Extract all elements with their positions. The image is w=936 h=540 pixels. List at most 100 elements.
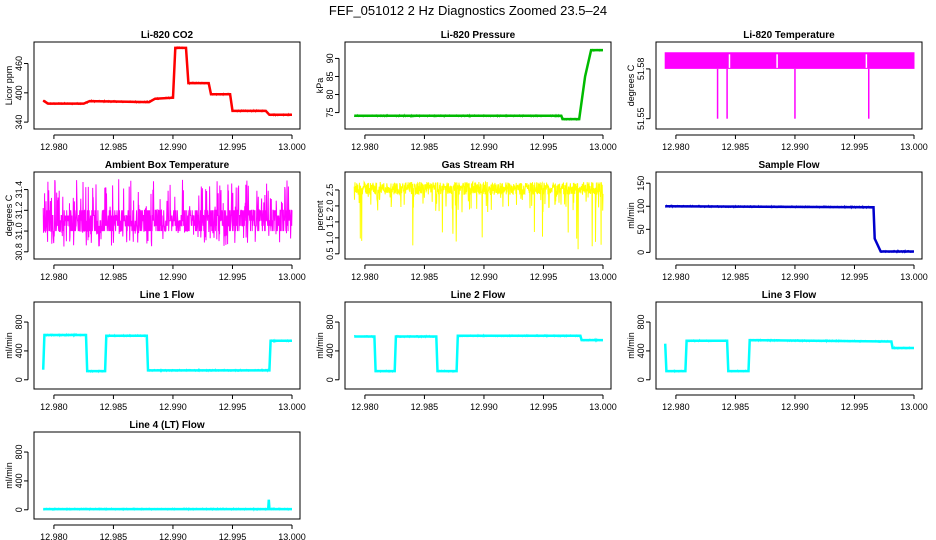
y-axis-label: ml/min <box>4 462 14 489</box>
panel-3: Ambient Box Temperature degrees C 12.980 12… <box>4 160 306 282</box>
x-tick-label: 12.990 <box>159 532 187 540</box>
panel-title: Li-820 CO2 <box>141 30 194 41</box>
x-tick-label: 12.985 <box>100 272 128 282</box>
y-tick-label: 31.2 <box>14 202 24 220</box>
y-tick-label: 90 <box>325 53 335 63</box>
y-tick-label: 80 <box>325 90 335 100</box>
data-series-line <box>354 334 603 373</box>
y-tick-label: 30.8 <box>14 243 24 261</box>
y-axis-label: kPa <box>315 78 325 94</box>
data-series-line <box>663 338 914 373</box>
panel-5: Sample Flow ml/min 12.980 12.985 12.990 12.99… <box>626 160 928 282</box>
plot-frame <box>344 301 612 390</box>
panel-title: Line 2 Flow <box>451 290 506 301</box>
x-tick-label: 12.990 <box>781 402 809 412</box>
data-series-noise <box>665 204 914 254</box>
x-tick-label: 12.990 <box>159 272 187 282</box>
y-axis-label: Licor ppm <box>4 66 14 106</box>
y-tick-label: 1.0 <box>325 232 335 245</box>
x-tick-label: 12.990 <box>159 142 187 152</box>
panel-0: Li-820 CO2 Licor ppm 12.980 12.985 12.990 12.… <box>4 30 306 152</box>
x-tick-label: 12.980 <box>351 142 379 152</box>
y-tick-label: 0 <box>14 377 24 382</box>
page-title: FEF_051012 2 Hz Diagnostics Zoomed 23.5–… <box>328 3 608 18</box>
y-axis-label: ml/min <box>315 332 325 359</box>
y-tick-label: 50 <box>636 224 646 234</box>
x-tick-label: 12.985 <box>411 142 439 152</box>
x-tick-label: 12.995 <box>530 272 558 282</box>
x-tick-label: 13.000 <box>589 402 617 412</box>
y-tick-label: 0.5 <box>325 248 335 261</box>
plot-frame <box>33 171 301 260</box>
y-tick-label: 31.4 <box>14 181 24 199</box>
y-tick-label: 85 <box>325 71 335 81</box>
panel-9: Line 4 (LT) Flow ml/min 12.980 12.985 12.990… <box>4 420 306 540</box>
x-tick-label: 12.990 <box>470 272 498 282</box>
panel-7: Line 2 Flow ml/min 12.980 12.985 12.990 12.99… <box>315 290 617 412</box>
x-tick-label: 12.985 <box>411 402 439 412</box>
x-tick-label: 12.990 <box>781 272 809 282</box>
y-axis-label: degrees C <box>4 194 14 236</box>
x-tick-label: 12.980 <box>40 532 68 540</box>
x-tick-label: 13.000 <box>589 142 617 152</box>
y-tick-label: 400 <box>14 343 24 358</box>
plot-frame <box>655 301 923 390</box>
x-tick-label: 13.000 <box>278 142 306 152</box>
x-tick-label: 12.980 <box>351 272 379 282</box>
x-tick-label: 13.000 <box>278 402 306 412</box>
panel-1: Li-820 Pressure kPa 12.980 12.985 12.990 12.9… <box>315 30 617 152</box>
x-tick-label: 12.985 <box>722 272 750 282</box>
panel-title: Li-820 Temperature <box>743 30 835 41</box>
panel-title: Li-820 Pressure <box>441 30 516 41</box>
y-tick-label: 800 <box>14 315 24 330</box>
panel-6: Line 1 Flow ml/min 12.980 12.985 12.990 12.99… <box>4 290 306 412</box>
data-series-line <box>43 499 292 511</box>
y-tick-label: 2.0 <box>325 200 335 213</box>
y-tick-label: 0 <box>14 507 24 512</box>
panel-title: Ambient Box Temperature <box>105 160 230 171</box>
y-tick-label: 0 <box>636 250 646 255</box>
data-series-line <box>665 205 914 253</box>
y-tick-label: 400 <box>14 85 24 100</box>
x-tick-label: 12.985 <box>722 402 750 412</box>
panel-8: Line 3 Flow ml/min 12.980 12.985 12.990 12.99… <box>626 290 928 412</box>
y-axis-label: ml/min <box>626 332 636 359</box>
y-tick-label: 31.0 <box>14 222 24 240</box>
y-tick-label: 400 <box>325 343 335 358</box>
y-tick-label: 150 <box>636 176 646 191</box>
y-tick-label: 800 <box>636 315 646 330</box>
data-series-noise <box>666 338 914 374</box>
panel-title: Sample Flow <box>758 160 819 171</box>
y-tick-label: 75 <box>325 108 335 118</box>
x-tick-label: 12.980 <box>351 402 379 412</box>
x-tick-label: 12.980 <box>662 142 690 152</box>
y-axis-label: ml/min <box>626 202 636 229</box>
x-tick-label: 12.985 <box>100 142 128 152</box>
x-tick-label: 12.995 <box>530 402 558 412</box>
panel-4: Gas Stream RH percent 12.980 12.985 12.990 12… <box>315 160 617 282</box>
y-tick-label: 51.55 <box>636 107 646 130</box>
x-tick-label: 12.995 <box>219 142 247 152</box>
x-tick-label: 12.995 <box>219 272 247 282</box>
panel-title: Line 3 Flow <box>762 290 817 301</box>
y-axis-label: degrees C <box>626 64 636 106</box>
data-series-line <box>41 333 292 373</box>
plot-frame <box>33 431 301 520</box>
plot-frame <box>33 41 301 130</box>
y-tick-label: 2.5 <box>325 184 335 197</box>
x-tick-label: 13.000 <box>589 272 617 282</box>
plot-frame <box>344 171 612 260</box>
y-tick-label: 400 <box>636 343 646 358</box>
y-tick-label: 400 <box>14 473 24 488</box>
x-tick-label: 12.990 <box>781 142 809 152</box>
y-tick-label: 460 <box>14 56 24 71</box>
x-tick-label: 12.985 <box>722 142 750 152</box>
panel-2: Li-820 Temperature degrees C 12.980 12.985 1… <box>626 30 928 152</box>
x-tick-label: 13.000 <box>278 272 306 282</box>
data-series-noise <box>354 333 603 374</box>
panel-title: Gas Stream RH <box>442 160 515 171</box>
x-tick-label: 13.000 <box>278 532 306 540</box>
data-series-line <box>664 52 915 69</box>
x-tick-label: 12.980 <box>662 272 690 282</box>
